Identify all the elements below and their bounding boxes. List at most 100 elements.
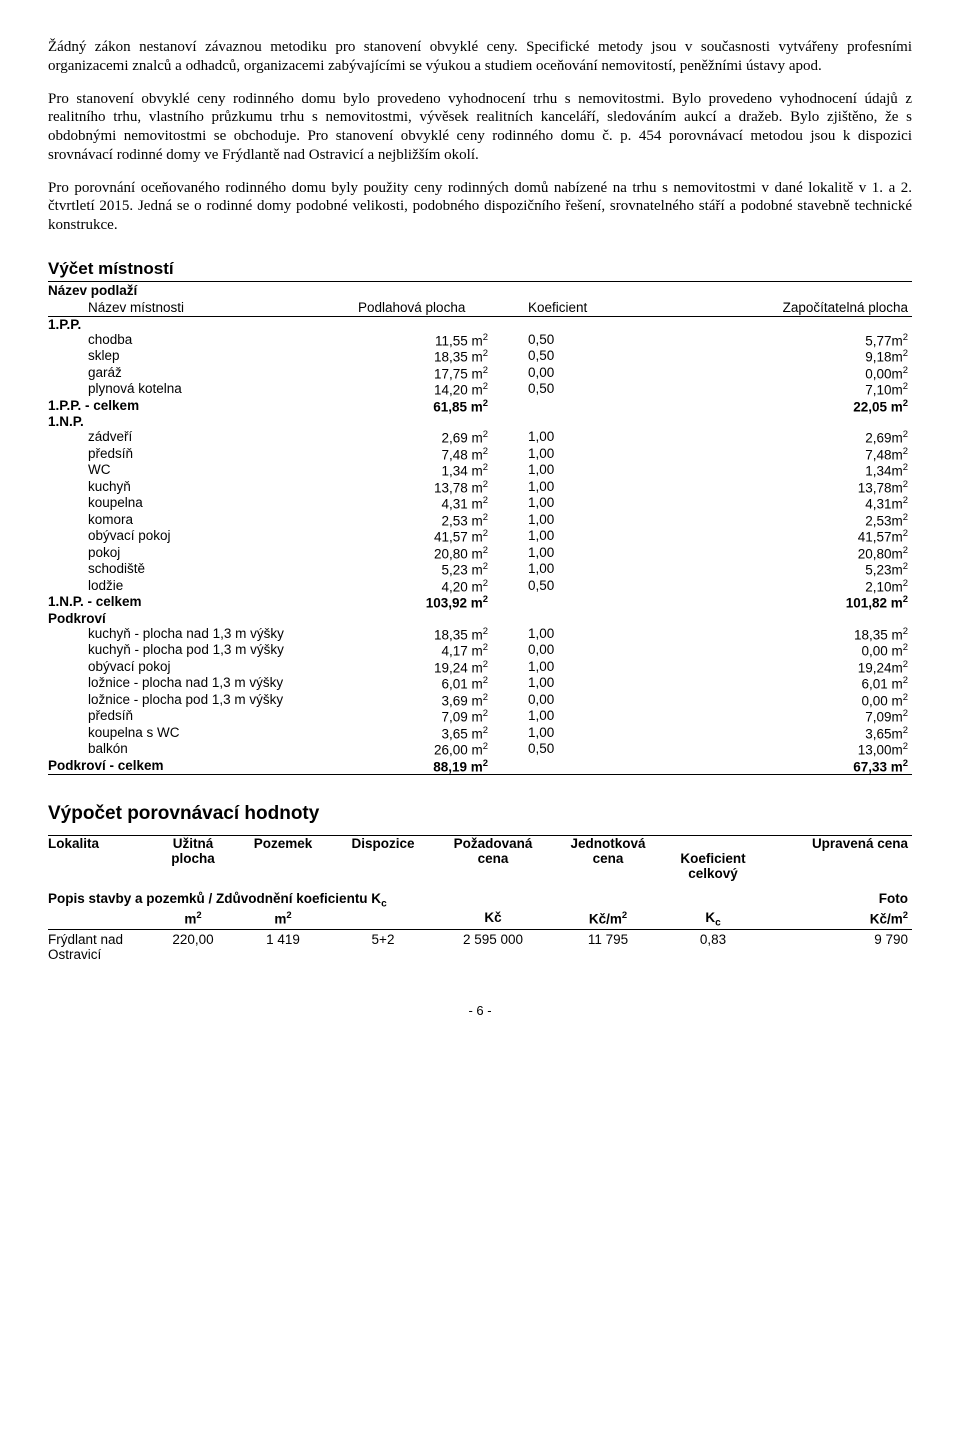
cmp-sub-row1: Popis stavby a pozemků / Zdůvodnění koef… <box>48 891 912 910</box>
room-area: 19,24 m2 <box>328 659 528 676</box>
cmp-koef: 0,83 <box>663 932 763 963</box>
cmp-h-plocha: plocha <box>153 851 233 866</box>
room-calc: 18,35 m2 <box>678 626 912 643</box>
cmp-jednotkova: 11 795 <box>553 932 663 963</box>
room-calc: 0,00 m2 <box>678 692 912 709</box>
room-calc: 7,10m2 <box>678 381 912 398</box>
room-area: 4,31 m2 <box>328 495 528 512</box>
room-calc: 3,65m2 <box>678 725 912 742</box>
cmp-section-title: Výpočet porovnávací hodnoty <box>48 803 912 825</box>
room-calc: 13,00m2 <box>678 741 912 758</box>
cmp-h-jednotkova: Jednotková <box>553 836 663 851</box>
room-area: 41,57 m2 <box>328 528 528 545</box>
intro-paragraph-1: Žádný zákon nestanoví závaznou metodiku … <box>48 38 912 76</box>
room-coef: 1,00 <box>528 446 678 463</box>
floor-name-row: 1.N.P. <box>48 414 912 429</box>
rooms-header-floor: Název podlaží <box>48 283 328 298</box>
cmp-h-cena2: cena <box>553 851 663 866</box>
room-calc: 1,34m2 <box>678 462 912 479</box>
room-calc: 13,78m2 <box>678 479 912 496</box>
rooms-header-area: Podlahová plocha <box>328 300 528 315</box>
room-coef: 1,00 <box>528 675 678 692</box>
room-area: 5,23 m2 <box>328 561 528 578</box>
floor-total-name: Podkroví - celkem <box>48 758 328 775</box>
floor-total-calc: 67,33 m2 <box>678 758 912 775</box>
room-coef: 0,50 <box>528 332 678 349</box>
floor-name: 1.N.P. <box>48 414 328 429</box>
room-row: ložnice - plocha nad 1,3 m výšky6,01 m21… <box>48 675 912 692</box>
room-name: schodiště <box>48 561 328 578</box>
room-name: ložnice - plocha pod 1,3 m výšky <box>48 692 328 709</box>
cmp-table: Lokalita Užitná Pozemek Dispozice Požado… <box>48 835 912 962</box>
room-area: 7,48 m2 <box>328 446 528 463</box>
cmp-lokalita: Frýdlant nad Ostravicí <box>48 932 153 963</box>
room-row: garáž17,75 m20,000,00m2 <box>48 365 912 382</box>
room-row: kuchyň - plocha nad 1,3 m výšky18,35 m21… <box>48 626 912 643</box>
room-area: 4,20 m2 <box>328 578 528 595</box>
floor-total-row: 1.N.P. - celkem103,92 m2 101,82 m2 <box>48 594 912 611</box>
cmp-sub-left: Popis stavby a pozemků / Zdůvodnění koef… <box>48 891 548 910</box>
room-calc: 7,48m2 <box>678 446 912 463</box>
room-name: balkón <box>48 741 328 758</box>
room-name: kuchyň - plocha nad 1,3 m výšky <box>48 626 328 643</box>
room-coef: 1,00 <box>528 528 678 545</box>
room-name: obývací pokoj <box>48 528 328 545</box>
intro-paragraph-3: Pro porovnání oceňovaného rodinného domu… <box>48 179 912 235</box>
room-coef: 1,00 <box>528 479 678 496</box>
room-name: předsíň <box>48 446 328 463</box>
room-coef: 1,00 <box>528 429 678 446</box>
room-area: 4,17 m2 <box>328 642 528 659</box>
room-name: garáž <box>48 365 328 382</box>
room-calc: 0,00 m2 <box>678 642 912 659</box>
room-coef: 1,00 <box>528 626 678 643</box>
cmp-sub-kc: Kč <box>433 910 553 929</box>
cmp-sub-m2b: m2 <box>233 910 333 929</box>
cmp-sub-m2a: m2 <box>153 910 233 929</box>
room-row: obývací pokoj19,24 m21,0019,24m2 <box>48 659 912 676</box>
cmp-sub-kcm2: Kč/m2 <box>553 910 663 929</box>
room-row: WC1,34 m21,001,34m2 <box>48 462 912 479</box>
room-name: WC <box>48 462 328 479</box>
room-area: 18,35 m2 <box>328 626 528 643</box>
room-calc: 20,80m2 <box>678 545 912 562</box>
room-row: předsíň7,48 m21,007,48m2 <box>48 446 912 463</box>
room-calc: 4,31m2 <box>678 495 912 512</box>
rooms-section-title: Výčet místností <box>48 259 912 279</box>
cmp-h-upravena: Upravená cena <box>763 836 912 851</box>
floor-total-calc: 22,05 m2 <box>678 398 912 415</box>
room-row: koupelna s WC3,65 m21,003,65m2 <box>48 725 912 742</box>
floor-total-calc: 101,82 m2 <box>678 594 912 611</box>
room-area: 17,75 m2 <box>328 365 528 382</box>
room-row: chodba11,55 m20,505,77m2 <box>48 332 912 349</box>
cmp-header-row2: plocha cena cena Koeficient <box>48 851 912 866</box>
cmp-header-row3: celkový <box>48 866 912 881</box>
cmp-pozadovana: 2 595 000 <box>433 932 553 963</box>
room-area: 18,35 m2 <box>328 348 528 365</box>
room-area: 2,53 m2 <box>328 512 528 529</box>
rooms-header-name: Název místnosti <box>48 300 328 315</box>
rooms-table: Název podlaží Název místnosti Podlahová … <box>48 281 912 776</box>
room-coef: 1,00 <box>528 495 678 512</box>
room-coef: 0,00 <box>528 365 678 382</box>
room-name: komora <box>48 512 328 529</box>
room-coef: 1,00 <box>528 462 678 479</box>
room-name: zádveří <box>48 429 328 446</box>
room-row: plynová kotelna14,20 m20,507,10m2 <box>48 381 912 398</box>
room-row: komora2,53 m21,002,53m2 <box>48 512 912 529</box>
intro-paragraph-2: Pro stanovení obvyklé ceny rodinného dom… <box>48 90 912 165</box>
floor-total-row: 1.P.P. - celkem61,85 m222,05 m2 <box>48 398 912 415</box>
room-coef: 1,00 <box>528 545 678 562</box>
cmp-uzitna: 220,00 <box>153 932 233 963</box>
floor-total-name: 1.N.P. - celkem <box>48 594 328 611</box>
cmp-data-row: Frýdlant nad Ostravicí 220,00 1 419 5+2 … <box>48 930 912 963</box>
cmp-h-celkovy: celkový <box>663 866 763 881</box>
room-area: 13,78 m2 <box>328 479 528 496</box>
room-row: schodiště5,23 m21,005,23m2 <box>48 561 912 578</box>
room-area: 3,69 m2 <box>328 692 528 709</box>
floor-total-area: 103,92 m2 <box>328 594 528 611</box>
room-coef: 1,00 <box>528 708 678 725</box>
room-area: 1,34 m2 <box>328 462 528 479</box>
floor-total-area: 88,19 m2 <box>328 758 528 775</box>
room-calc: 5,77m2 <box>678 332 912 349</box>
cmp-sub-kcm2b: Kč/m2 <box>763 910 912 929</box>
